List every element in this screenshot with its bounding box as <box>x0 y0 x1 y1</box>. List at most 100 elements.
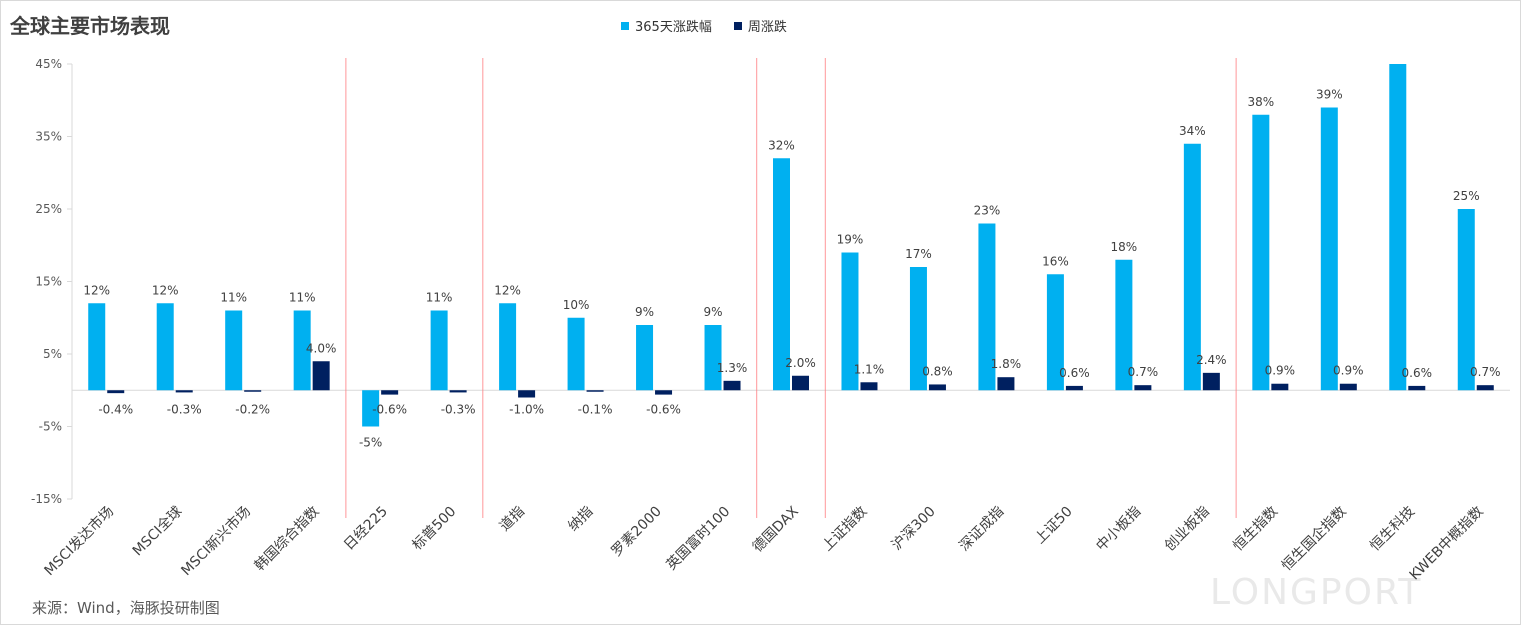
bar-series2 <box>175 390 193 393</box>
data-label-series2: 0.8% <box>922 364 953 378</box>
legend-item-series1: 365天涨跌幅 <box>621 16 712 35</box>
bar-series1 <box>156 303 174 391</box>
data-label-series1: 12% <box>152 283 179 297</box>
data-label-series2: -0.3% <box>441 402 476 416</box>
data-label-series1: 11% <box>426 291 453 305</box>
data-label-series2: 1.1% <box>854 362 885 376</box>
data-label-series2: 0.6% <box>1402 366 1433 380</box>
data-label-series1: 38% <box>1247 95 1274 109</box>
data-label-series1: 23% <box>974 204 1001 218</box>
data-label-series1: 19% <box>837 233 864 247</box>
bar-series1 <box>1046 274 1064 391</box>
y-tick-label: 15% <box>35 275 62 289</box>
bar-series2 <box>928 384 946 391</box>
data-label-series1: -5% <box>359 436 382 450</box>
legend-label-series2: 周涨跌 <box>747 20 787 35</box>
data-label-series2: -0.6% <box>646 402 681 416</box>
category-label: 日经225 <box>341 504 391 554</box>
data-label-series1: 10% <box>563 298 590 312</box>
data-label-series2: 0.7% <box>1128 365 1159 379</box>
category-label: 深证成指 <box>956 504 1007 555</box>
category-label: MSCI全球 <box>129 503 185 559</box>
y-tick-label: 45% <box>35 57 62 71</box>
data-label-series2: 0.9% <box>1265 364 1296 378</box>
category-label: 英国富时100 <box>663 503 734 574</box>
bar-series1 <box>1457 209 1475 391</box>
bar-series2 <box>655 390 673 395</box>
bar-series1 <box>978 223 996 391</box>
bar-series1 <box>430 310 448 391</box>
category-label: MSCI发达市场 <box>41 503 117 579</box>
data-label-series1: 12% <box>83 283 110 297</box>
data-label-series2: 0.9% <box>1333 364 1364 378</box>
bar-series1 <box>225 310 243 391</box>
bar-series2 <box>244 390 262 392</box>
category-label: 罗素2000 <box>609 504 665 560</box>
legend-swatch-series1 <box>621 21 629 30</box>
bar-series2 <box>381 390 399 395</box>
bar-series2 <box>1476 385 1494 391</box>
category-label: MSCI新兴市场 <box>178 503 254 579</box>
source-note: 来源：Wind，海豚投研制图 <box>32 599 220 617</box>
bar-series1 <box>1115 259 1133 391</box>
chart-title: 全球主要市场表现 <box>10 14 170 38</box>
longport-watermark: LONGPORT <box>1210 572 1423 613</box>
bar-series2 <box>860 382 878 391</box>
data-label-series1: 16% <box>1042 254 1069 268</box>
bar-series2 <box>449 390 467 393</box>
data-label-series1: 34% <box>1179 124 1206 138</box>
legend-item-series2: 周涨跌 <box>733 16 787 35</box>
category-label: 上证50 <box>1032 504 1076 548</box>
data-label-series1: 18% <box>1111 240 1138 254</box>
data-label-series1: 11% <box>220 291 247 305</box>
data-label-series1: 25% <box>1453 189 1480 203</box>
bar-series2 <box>1202 372 1220 391</box>
bar-series1 <box>704 325 722 391</box>
bar-series1 <box>88 303 106 391</box>
bar-series2 <box>723 380 741 391</box>
bar-series2 <box>1339 383 1357 391</box>
bar-series2 <box>1271 383 1289 391</box>
data-label-series1: 9% <box>704 305 723 319</box>
data-label-series2: -0.2% <box>235 402 270 416</box>
bar-series1 <box>567 317 585 391</box>
data-label-series2: 2.4% <box>1196 353 1227 367</box>
bar-series2 <box>518 390 536 398</box>
data-label-series2: -0.4% <box>98 402 133 416</box>
legend-swatch-series2 <box>733 21 742 30</box>
category-label: 标普500 <box>409 504 459 554</box>
data-label-series2: -0.1% <box>578 402 613 416</box>
legend: 365天涨跌幅 周涨跌 <box>621 16 787 35</box>
bar-series2 <box>107 390 125 394</box>
bar-series1 <box>773 158 790 391</box>
data-label-series2: 0.6% <box>1059 366 1090 380</box>
category-label: 韩国综合指数 <box>252 504 323 575</box>
category-label: 上证指数 <box>819 504 870 555</box>
bar-series1 <box>1183 143 1201 391</box>
bar-series1 <box>909 267 927 391</box>
data-label-series1: 17% <box>905 247 932 261</box>
bar-series1 <box>362 390 380 427</box>
y-tick-label: 5% <box>43 347 62 361</box>
category-label: 道指 <box>497 504 528 535</box>
data-label-series2: 0.7% <box>1470 365 1501 379</box>
bar-series1 <box>1389 64 1407 391</box>
category-label: 中小板指 <box>1093 504 1144 555</box>
bar-series1 <box>841 252 859 391</box>
y-tick-label: 35% <box>35 130 62 144</box>
bar-series2 <box>1134 385 1152 391</box>
category-label: 创业板指 <box>1162 504 1213 555</box>
data-label-series2: -0.6% <box>372 402 407 416</box>
bar-series2 <box>586 390 604 392</box>
data-label-series2: -0.3% <box>167 402 202 416</box>
data-label-series2: 1.8% <box>991 357 1022 371</box>
bar-series2 <box>1065 385 1083 391</box>
category-label: 恒生指数 <box>1230 504 1281 555</box>
bar-series2 <box>1408 385 1426 391</box>
data-label-series1: 9% <box>635 305 654 319</box>
bar-series1 <box>1252 114 1270 391</box>
data-label-series2: -1.0% <box>509 402 544 416</box>
data-label-series2: 1.3% <box>717 361 748 375</box>
